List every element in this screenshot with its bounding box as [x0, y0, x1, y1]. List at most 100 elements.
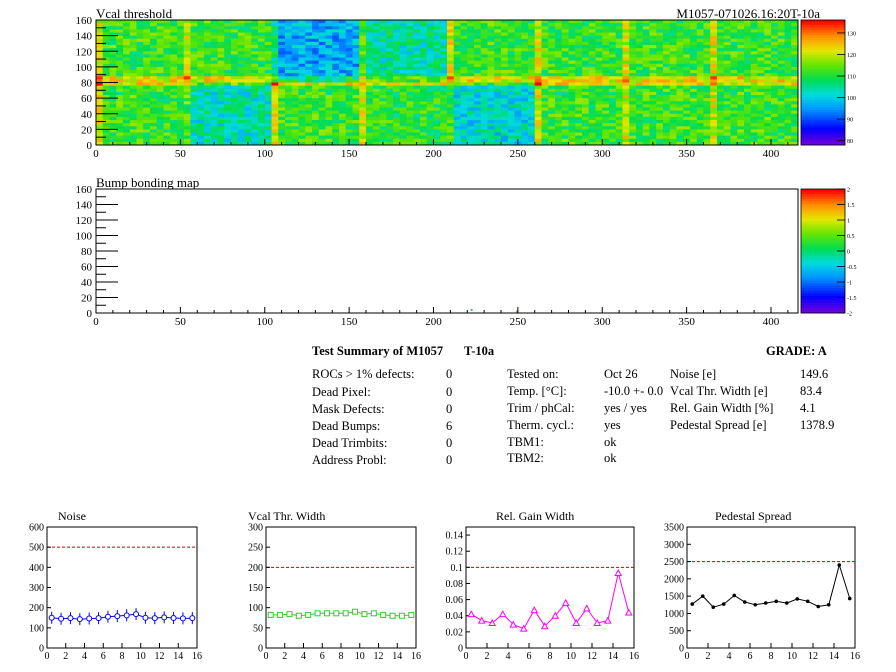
heatmap-cell — [345, 60, 353, 65]
heatmap-cell — [150, 104, 158, 108]
heatmap-cell — [723, 45, 731, 49]
heatmap-cell — [460, 101, 468, 105]
heatmap-cell — [771, 101, 779, 105]
heatmap-cell — [258, 73, 266, 77]
heatmap-cell — [717, 51, 725, 55]
heatmap-cell — [649, 51, 657, 55]
heatmap-cell — [170, 57, 178, 62]
heatmap-cell — [615, 107, 623, 112]
heatmap-cell — [757, 98, 765, 102]
heatmap-cell — [244, 45, 252, 49]
heatmap-cell — [744, 41, 752, 46]
heatmap-cell — [210, 29, 218, 33]
heatmap-cell — [629, 91, 637, 96]
colorbar-band — [801, 45, 845, 48]
heatmap-cell — [480, 132, 488, 137]
heatmap-cell — [784, 126, 792, 130]
heatmap-cell — [676, 54, 684, 58]
colorbar-band — [801, 70, 845, 73]
heatmap-cell — [366, 76, 374, 80]
colorbar-band — [801, 201, 845, 205]
heatmap-cell — [291, 57, 299, 62]
heatmap-cell — [460, 35, 468, 40]
heatmap-cell — [501, 51, 509, 55]
vcal-x-tick-label: 400 — [763, 148, 780, 160]
heatmap-cell — [217, 76, 225, 80]
heatmap-cell — [534, 123, 542, 127]
heatmap-cell — [676, 60, 684, 65]
heatmap-cell — [737, 45, 745, 49]
heatmap-cell — [345, 66, 353, 71]
heatmap-cell — [318, 45, 326, 49]
heatmap-cell — [575, 66, 583, 71]
heatmap-cell — [264, 73, 272, 77]
heatmap-cell — [177, 85, 185, 90]
heatmap-cell — [777, 126, 785, 130]
heatmap-cell — [764, 54, 772, 58]
heatmap-cell — [582, 126, 590, 130]
heatmap-cell — [534, 95, 542, 99]
heatmap-cell — [710, 98, 718, 102]
heatmap-cell — [345, 101, 353, 105]
heatmap-cell — [231, 35, 239, 40]
heatmap-cell — [129, 76, 137, 80]
heatmap-cell — [487, 60, 495, 65]
heatmap-cell — [582, 110, 590, 115]
heatmap-cell — [129, 41, 137, 46]
heatmap-cell — [372, 104, 380, 108]
heatmap-cell — [717, 95, 725, 99]
heatmap-cell — [460, 126, 468, 130]
heatmap-cell — [420, 132, 428, 137]
heatmap-cell — [771, 38, 779, 43]
heatmap-cell — [352, 20, 360, 24]
heatmap-cell — [548, 35, 556, 40]
heatmap-cell — [723, 120, 731, 124]
heatmap-cell — [170, 104, 178, 108]
heatmap-cell — [150, 120, 158, 124]
heatmap-cell — [440, 63, 448, 68]
heatmap-cell — [305, 95, 313, 99]
heatmap-cell — [622, 23, 630, 27]
heatmap-cell — [609, 76, 617, 80]
heatmap-cell — [109, 116, 117, 121]
heatmap-cell — [730, 116, 738, 121]
heatmap-cell — [116, 35, 124, 40]
heatmap-cell — [575, 32, 583, 37]
heatmap-cell — [271, 85, 279, 90]
heatmap-cell — [521, 135, 529, 140]
heatmap-cell — [285, 54, 293, 58]
heatmap-cell — [197, 60, 205, 65]
heatmap-cell — [764, 45, 772, 49]
data-point — [774, 599, 779, 604]
heatmap-cell — [609, 20, 617, 24]
heatmap-cell — [744, 132, 752, 137]
heatmap-cell — [298, 51, 306, 55]
heatmap-cell — [534, 110, 542, 115]
heatmap-cell — [231, 51, 239, 55]
heatmap-cell — [555, 132, 563, 137]
heatmap-cell — [663, 73, 671, 77]
heatmap-cell — [737, 123, 745, 127]
heatmap-cell — [285, 60, 293, 65]
heatmap-cell — [555, 95, 563, 99]
heatmap-cell — [588, 48, 596, 52]
heatmap-cell — [642, 48, 650, 52]
heatmap-cell — [210, 20, 218, 24]
colorbar-tick-label: 100 — [847, 96, 856, 102]
heatmap-cell — [116, 45, 124, 49]
heatmap-cell — [507, 95, 515, 99]
heatmap-cell — [453, 23, 461, 27]
heatmap-cell — [197, 63, 205, 68]
heatmap-cell — [406, 98, 414, 102]
heatmap-cell — [730, 120, 738, 124]
heatmap-cell — [663, 41, 671, 46]
heatmap-cell — [372, 54, 380, 58]
heatmap-cell — [764, 116, 772, 121]
data-point — [624, 608, 633, 616]
heatmap-cell — [366, 129, 374, 133]
heatmap-cell — [453, 138, 461, 143]
heatmap-cell — [237, 113, 245, 118]
heatmap-cell — [264, 38, 272, 43]
heatmap-cell — [352, 113, 360, 118]
y-tick-label: 600 — [29, 523, 44, 534]
